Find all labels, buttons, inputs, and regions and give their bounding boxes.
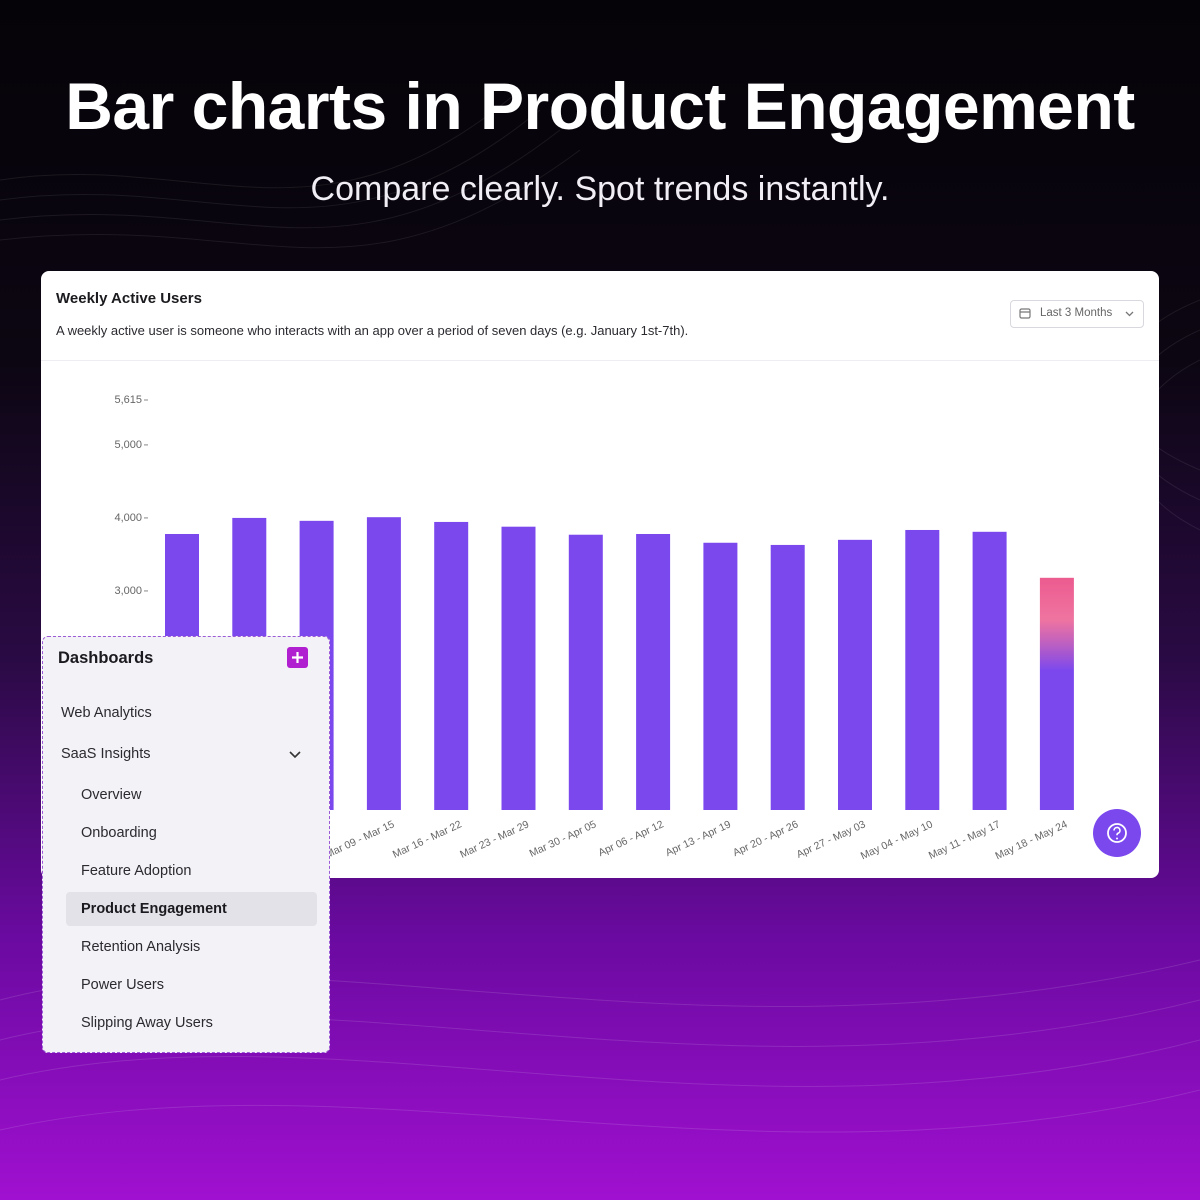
bar xyxy=(972,531,1007,810)
add-button[interactable] xyxy=(287,647,308,668)
nav-subitem[interactable]: Onboarding xyxy=(81,825,157,841)
bar xyxy=(636,533,671,810)
bar xyxy=(1039,577,1074,810)
bar xyxy=(905,529,940,810)
range-dropdown[interactable]: Last 3 Months xyxy=(1010,300,1144,328)
x-tick-label: May 18 - May 24 xyxy=(993,818,1069,862)
nav-subitem[interactable]: Retention Analysis xyxy=(81,939,201,955)
chevron xyxy=(289,751,301,759)
y-tick-label: 5,000 xyxy=(114,439,142,451)
card-title: Weekly Active Users xyxy=(56,290,202,307)
sidebar: Dashboards Web Analytics SaaS Insights O… xyxy=(42,636,330,1053)
bar xyxy=(434,521,469,810)
bar xyxy=(366,517,401,810)
nav-subitem[interactable]: Power Users xyxy=(81,977,164,993)
x-tick-label: Mar 09 - Mar 15 xyxy=(324,818,397,861)
nav-subitem[interactable]: Overview xyxy=(81,787,142,803)
sidebar-title: Dashboards xyxy=(58,649,154,667)
x-tick-label: Apr 27 - May 03 xyxy=(795,818,868,861)
bar xyxy=(838,539,872,810)
dropdown-label: Last 3 Months xyxy=(1040,307,1113,319)
page-title: Bar charts in Product Engagement xyxy=(65,69,1135,143)
x-tick-label: May 11 - May 17 xyxy=(927,818,1002,862)
y-tick-label: 5,615 xyxy=(114,394,142,406)
plus-icon xyxy=(292,652,303,663)
bar xyxy=(770,544,805,810)
nav-item[interactable]: Web Analytics xyxy=(61,705,152,721)
y-tick-label: 3,000 xyxy=(114,585,142,597)
x-tick-label: May 04 - May 10 xyxy=(859,818,935,862)
x-tick-label: Mar 16 - Mar 22 xyxy=(391,818,464,861)
divider xyxy=(41,360,1159,361)
nav-subitem[interactable]: Feature Adoption xyxy=(81,863,192,879)
x-tick-label: Mar 23 - Mar 29 xyxy=(458,818,531,861)
page-subtitle: Compare clearly. Spot trends instantly. xyxy=(310,170,890,208)
nav-subitem[interactable]: Slipping Away Users xyxy=(81,1015,213,1031)
x-tick-label: Apr 13 - Apr 19 xyxy=(664,818,733,859)
nav-item[interactable]: SaaS Insights xyxy=(61,746,151,762)
dropdown-icons xyxy=(1019,308,1134,319)
bar xyxy=(501,526,536,810)
help-button[interactable] xyxy=(1093,809,1141,857)
x-tick-label: Apr 20 - Apr 26 xyxy=(731,818,800,859)
selected-highlight xyxy=(66,892,317,926)
bar xyxy=(703,542,738,810)
x-tick-label: Mar 30 - Apr 05 xyxy=(528,818,599,860)
card-description: A weekly active user is someone who inte… xyxy=(56,323,689,338)
x-tick-label: Apr 06 - Apr 12 xyxy=(596,818,665,859)
y-tick-label: 4,000 xyxy=(114,512,142,524)
nav-subitem[interactable]: Product Engagement xyxy=(81,901,227,917)
bar xyxy=(568,534,603,810)
